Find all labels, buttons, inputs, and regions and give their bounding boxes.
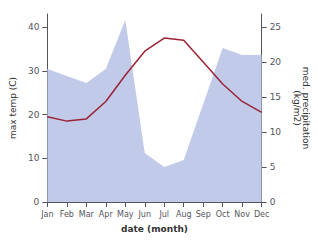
svg-text:med. precipitation: med. precipitation <box>300 66 311 150</box>
svg-text:Dec: Dec <box>254 210 269 219</box>
svg-text:Apr: Apr <box>99 210 114 219</box>
svg-text:max temp (C): max temp (C) <box>8 77 18 139</box>
svg-text:10: 10 <box>28 153 40 163</box>
svg-text:15: 15 <box>270 92 281 102</box>
svg-text:Jan: Jan <box>40 210 53 219</box>
svg-text:date (month): date (month) <box>121 224 188 234</box>
svg-text:Sep: Sep <box>196 210 211 219</box>
svg-text:Feb: Feb <box>60 210 74 219</box>
svg-text:Mar: Mar <box>79 210 95 219</box>
svg-text:30: 30 <box>28 66 40 76</box>
svg-text:Aug: Aug <box>176 210 192 219</box>
svg-text:Nov: Nov <box>234 210 250 219</box>
svg-text:0: 0 <box>270 197 276 207</box>
svg-text:20: 20 <box>270 57 282 67</box>
svg-text:25: 25 <box>270 22 281 32</box>
svg-text:40: 40 <box>28 22 40 32</box>
svg-text:Jun: Jun <box>138 210 152 219</box>
svg-text:Oct: Oct <box>216 210 230 219</box>
svg-text:Jul: Jul <box>158 210 169 219</box>
svg-text:5: 5 <box>270 162 276 172</box>
svg-text:May: May <box>117 210 134 219</box>
svg-text:20: 20 <box>28 110 40 120</box>
svg-text:10: 10 <box>270 127 282 137</box>
svg-text:0: 0 <box>34 197 40 207</box>
svg-text:(kg/m2): (kg/m2) <box>292 90 302 125</box>
